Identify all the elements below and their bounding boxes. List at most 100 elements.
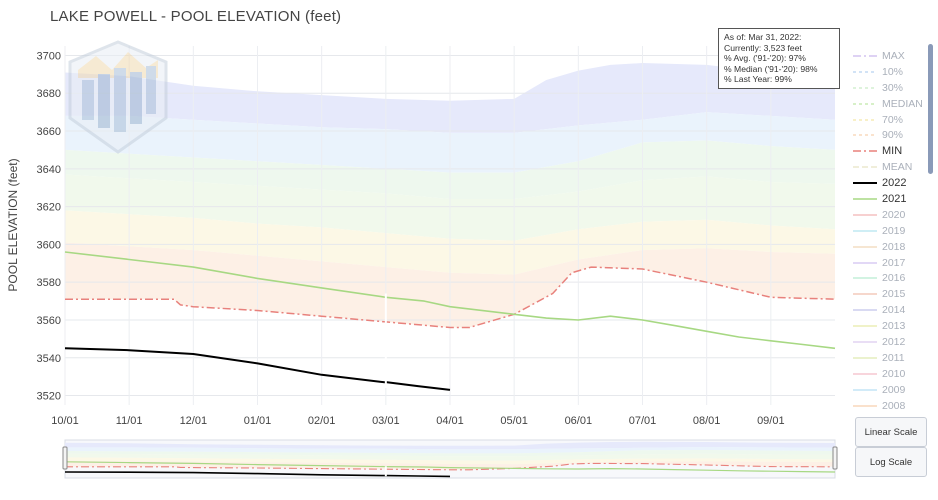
grid-lines <box>64 46 835 405</box>
x-tick-label: 01/01 <box>244 415 272 427</box>
legend: MAX 10% 30% MEDIAN 70% 90% MIN MEAN 2022 2021 2020… <box>852 48 932 413</box>
legend-item-2018[interactable]: 2018 <box>852 239 932 255</box>
y-tick-label: 3600 <box>37 239 61 251</box>
legend-swatch <box>853 357 877 359</box>
legend-item-2019[interactable]: 2019 <box>852 223 932 239</box>
legend-swatch <box>853 404 877 407</box>
range-slider <box>62 439 838 479</box>
legend-label: 2008 <box>882 399 906 412</box>
range-slider-band <box>65 450 835 457</box>
legend-item-2008[interactable]: 2008 <box>852 398 932 414</box>
series-lines <box>64 251 836 391</box>
legend-label: 2020 <box>882 208 906 221</box>
series-line-min <box>65 266 836 329</box>
x-tick-label: 12/01 <box>180 415 208 427</box>
info-line-date: As of: Mar 31, 2022: <box>724 32 802 42</box>
legend-label: MEDIAN <box>882 97 923 110</box>
legend-swatch <box>853 230 877 232</box>
legend-item-10pct[interactable]: 10% <box>852 64 932 80</box>
legend-item-min[interactable]: MIN <box>852 143 932 159</box>
x-tick-label: 04/01 <box>436 415 464 427</box>
legend-label: 2016 <box>882 272 906 285</box>
series-line-2022 <box>64 347 451 391</box>
legend-item-2009[interactable]: 2009 <box>852 382 932 398</box>
legend-swatch <box>853 373 877 375</box>
y-tick-label: 3640 <box>37 164 61 176</box>
x-tick-label: 07/01 <box>629 415 657 427</box>
legend-swatch <box>853 277 877 280</box>
legend-label: 2011 <box>882 351 905 364</box>
range-slider-band <box>65 447 835 454</box>
log-scale-button[interactable]: Log Scale <box>855 447 927 477</box>
linear-scale-button[interactable]: Linear Scale <box>855 417 927 447</box>
legend-item-2015[interactable]: 2015 <box>852 286 932 302</box>
legend-item-2021[interactable]: 2021 <box>852 191 932 207</box>
range-slider-band <box>65 441 835 450</box>
legend-item-2017[interactable]: 2017 <box>852 255 932 271</box>
info-line-average: % Avg. ('91-'20): 97% <box>724 53 806 64</box>
legend-item-70pct[interactable]: 70% <box>852 112 932 128</box>
x-tick-label: 10/01 <box>51 415 79 427</box>
legend-swatch <box>853 309 877 311</box>
legend-label: 2021 <box>882 192 907 205</box>
y-tick-label: 3580 <box>37 277 61 289</box>
legend-item-90pct[interactable]: 90% <box>852 127 932 143</box>
legend-label: 2019 <box>882 224 906 237</box>
y-tick-label: 3520 <box>37 391 61 403</box>
y-tick-label: 3540 <box>37 353 61 365</box>
legend-label: 2022 <box>882 177 907 190</box>
legend-scrollbar[interactable] <box>928 44 933 174</box>
y-tick-label: 3560 <box>37 315 61 327</box>
y-tick-label: 3680 <box>37 88 61 100</box>
legend-item-2010[interactable]: 2010 <box>852 366 932 382</box>
x-tick-label: 03/01 <box>372 415 400 427</box>
range-slider-band <box>65 453 835 461</box>
legend-item-30pct[interactable]: 30% <box>852 80 932 96</box>
status-info-box: As of: Mar 31, 2022: Currently: 3,523 fe… <box>718 28 840 89</box>
legend-swatch <box>853 103 877 105</box>
legend-swatch <box>853 246 877 248</box>
x-tick-label: 08/01 <box>693 415 721 427</box>
x-axis-ticks: 10/01 11/01 12/01 01/01 02/01 03/01 04/01 05/01… <box>51 415 784 427</box>
legend-item-2011[interactable]: 2011 <box>852 350 932 366</box>
range-slider-right-handle[interactable] <box>832 446 838 470</box>
reclamation-logo <box>68 40 168 154</box>
legend-swatch <box>853 134 877 136</box>
legend-item-median[interactable]: MEDIAN <box>852 96 932 112</box>
legend-swatch <box>853 182 877 185</box>
range-slider-left-handle[interactable] <box>62 446 68 470</box>
legend-item-2012[interactable]: 2012 <box>852 334 932 350</box>
legend-label: 10% <box>882 65 904 78</box>
legend-swatch <box>853 389 877 391</box>
range-slider-band <box>65 457 835 465</box>
y-axis-ticks: 3520 3540 3560 3580 3600 3620 3640 3660 3680 3700 <box>37 50 61 402</box>
legend-swatch <box>853 87 877 89</box>
legend-item-max[interactable]: MAX <box>852 48 932 64</box>
legend-item-2013[interactable]: 2013 <box>852 318 932 334</box>
legend-label: 2013 <box>882 320 906 333</box>
info-line-current: Currently: 3,523 feet <box>724 42 802 53</box>
y-tick-label: 3700 <box>37 50 61 62</box>
x-tick-label: 11/01 <box>116 415 143 427</box>
x-tick-label: 02/01 <box>308 415 336 427</box>
legend-item-2022[interactable]: 2022 <box>852 175 932 191</box>
legend-label: 2010 <box>882 367 906 380</box>
legend-swatch <box>853 214 877 216</box>
legend-item-2016[interactable]: 2016 <box>852 270 932 286</box>
legend-item-2020[interactable]: 2020 <box>852 207 932 223</box>
legend-swatch <box>853 55 877 57</box>
legend-label: MEAN <box>882 161 913 174</box>
legend-swatch <box>853 71 877 73</box>
legend-swatch <box>853 118 877 121</box>
legend-label: 30% <box>882 81 904 94</box>
legend-label: 2018 <box>882 240 906 253</box>
info-line-last-year: % Last Year: 99% <box>724 74 792 85</box>
legend-swatch <box>853 150 877 153</box>
legend-item-mean[interactable]: MEAN <box>852 159 932 175</box>
legend-item-2014[interactable]: 2014 <box>852 302 932 318</box>
legend-swatch <box>853 166 877 168</box>
legend-label: 2009 <box>882 383 906 396</box>
legend-swatch <box>853 198 877 200</box>
legend-swatch <box>853 341 877 343</box>
